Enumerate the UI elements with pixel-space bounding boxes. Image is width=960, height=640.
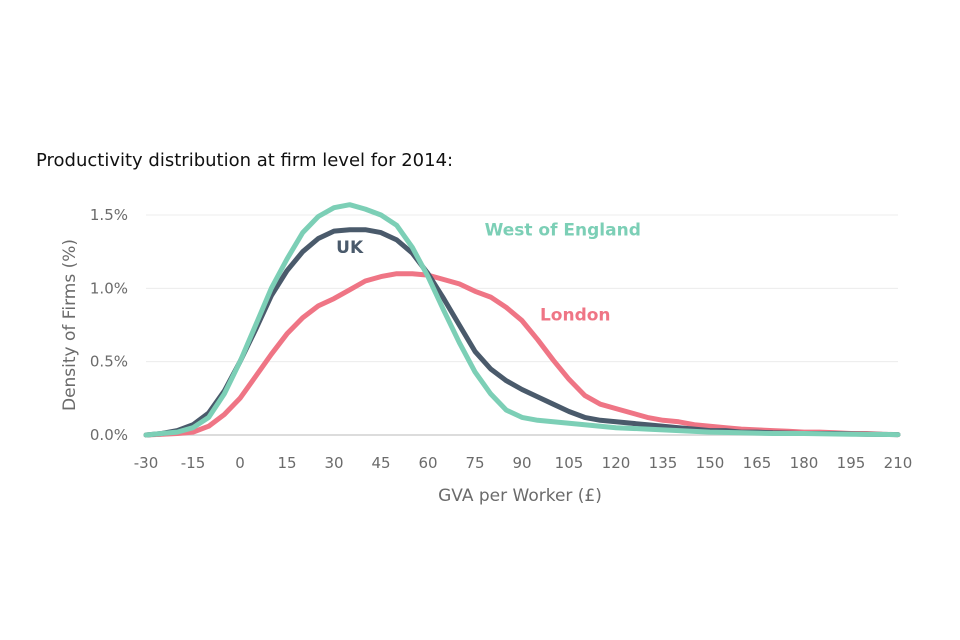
x-tick-label: 105 bbox=[555, 454, 584, 472]
y-axis-label: Density of Firms (%) bbox=[60, 239, 80, 411]
x-axis-ticks: -30 -15 0 15 30 45 60 75 90 105 120 135 150 165 180 195… bbox=[134, 454, 913, 472]
x-axis-label: GVA per Worker (£) bbox=[438, 486, 602, 506]
x-tick-label: 165 bbox=[743, 454, 772, 472]
x-tick-label: 60 bbox=[418, 454, 437, 472]
x-tick-label: 135 bbox=[649, 454, 678, 472]
x-tick-label: 180 bbox=[790, 454, 819, 472]
series-line-uk bbox=[143, 227, 901, 438]
x-tick-label: 45 bbox=[371, 454, 390, 472]
x-tick-label: -15 bbox=[181, 454, 206, 472]
x-tick-label: 30 bbox=[324, 454, 343, 472]
y-tick-label: 0.0% bbox=[90, 426, 128, 444]
y-axis-ticks: 0.0% 0.5% 1.0% 1.5% bbox=[90, 206, 128, 444]
y-tick-label: 1.5% bbox=[90, 206, 128, 224]
x-tick-label: 120 bbox=[602, 454, 631, 472]
x-tick-label: 15 bbox=[277, 454, 296, 472]
series-lines bbox=[143, 202, 901, 438]
y-tick-label: 1.0% bbox=[90, 279, 128, 297]
x-tick-label: 0 bbox=[235, 454, 245, 472]
x-tick-label: 75 bbox=[465, 454, 484, 472]
x-tick-label: -30 bbox=[134, 454, 159, 472]
series-line-london bbox=[143, 271, 901, 438]
series-label-west-of-england: West of England bbox=[485, 221, 641, 241]
chart-title: Productivity distribution at firm level … bbox=[36, 150, 453, 171]
x-tick-label: 90 bbox=[512, 454, 531, 472]
x-tick-label: 150 bbox=[696, 454, 725, 472]
x-tick-label: 210 bbox=[884, 454, 913, 472]
series-line-west-of-england bbox=[143, 202, 901, 438]
x-tick-label: 195 bbox=[837, 454, 866, 472]
series-label-uk: UK bbox=[336, 238, 364, 258]
series-labels: UK West of England London bbox=[336, 221, 641, 326]
series-label-london: London bbox=[540, 306, 611, 326]
y-tick-label: 0.5% bbox=[90, 353, 128, 371]
